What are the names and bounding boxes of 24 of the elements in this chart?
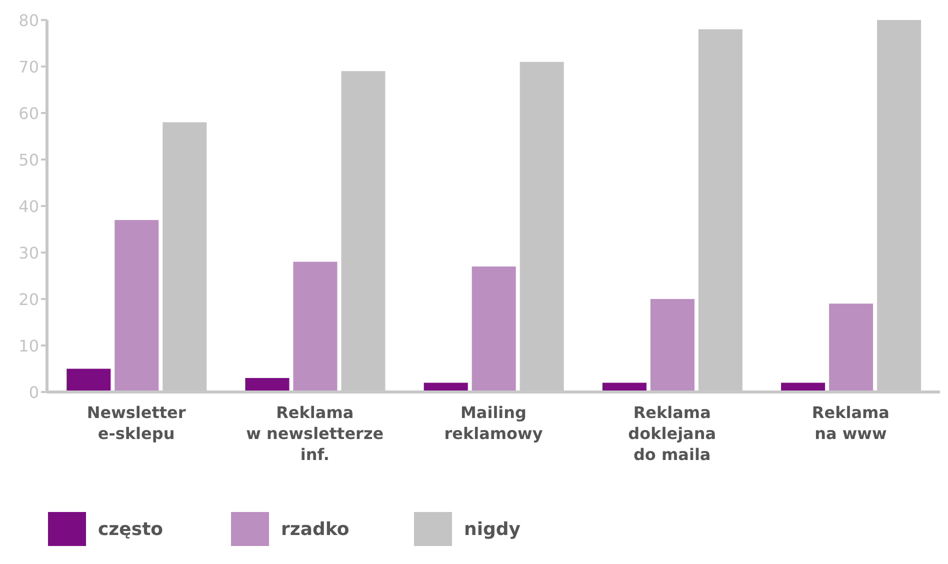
bar: [245, 378, 290, 392]
y-tick-label: 50: [18, 150, 39, 170]
y-tick-label: 60: [18, 104, 39, 123]
x-tick-label: Newsletter e-sklepu: [86, 403, 186, 443]
y-tick-label: 80: [18, 11, 39, 30]
bar: [829, 304, 874, 392]
y-tick-label: 70: [18, 58, 39, 76]
bar: [293, 262, 338, 392]
x-tick-label: Reklama na www: [812, 403, 890, 443]
x-tick-label: Mailing reklamowy: [444, 403, 544, 443]
bar: [472, 266, 516, 392]
y-tick-label: 20: [18, 290, 39, 309]
legend-label: nigdy: [464, 518, 520, 540]
bar: [66, 368, 111, 392]
y-tick-label: 40: [18, 197, 39, 216]
legend-label: często: [98, 518, 164, 540]
bar: [114, 220, 159, 392]
x-tick-label: Reklama w newsletterze inf.: [246, 403, 384, 464]
y-tick-label: 10: [18, 336, 39, 356]
y-tick-label: 30: [18, 244, 39, 262]
y-tick-label: 0: [28, 383, 39, 402]
bar: [650, 299, 694, 392]
legend-label: rzadko: [281, 518, 350, 540]
x-tick-label: Reklama doklejana do maila: [628, 403, 716, 464]
